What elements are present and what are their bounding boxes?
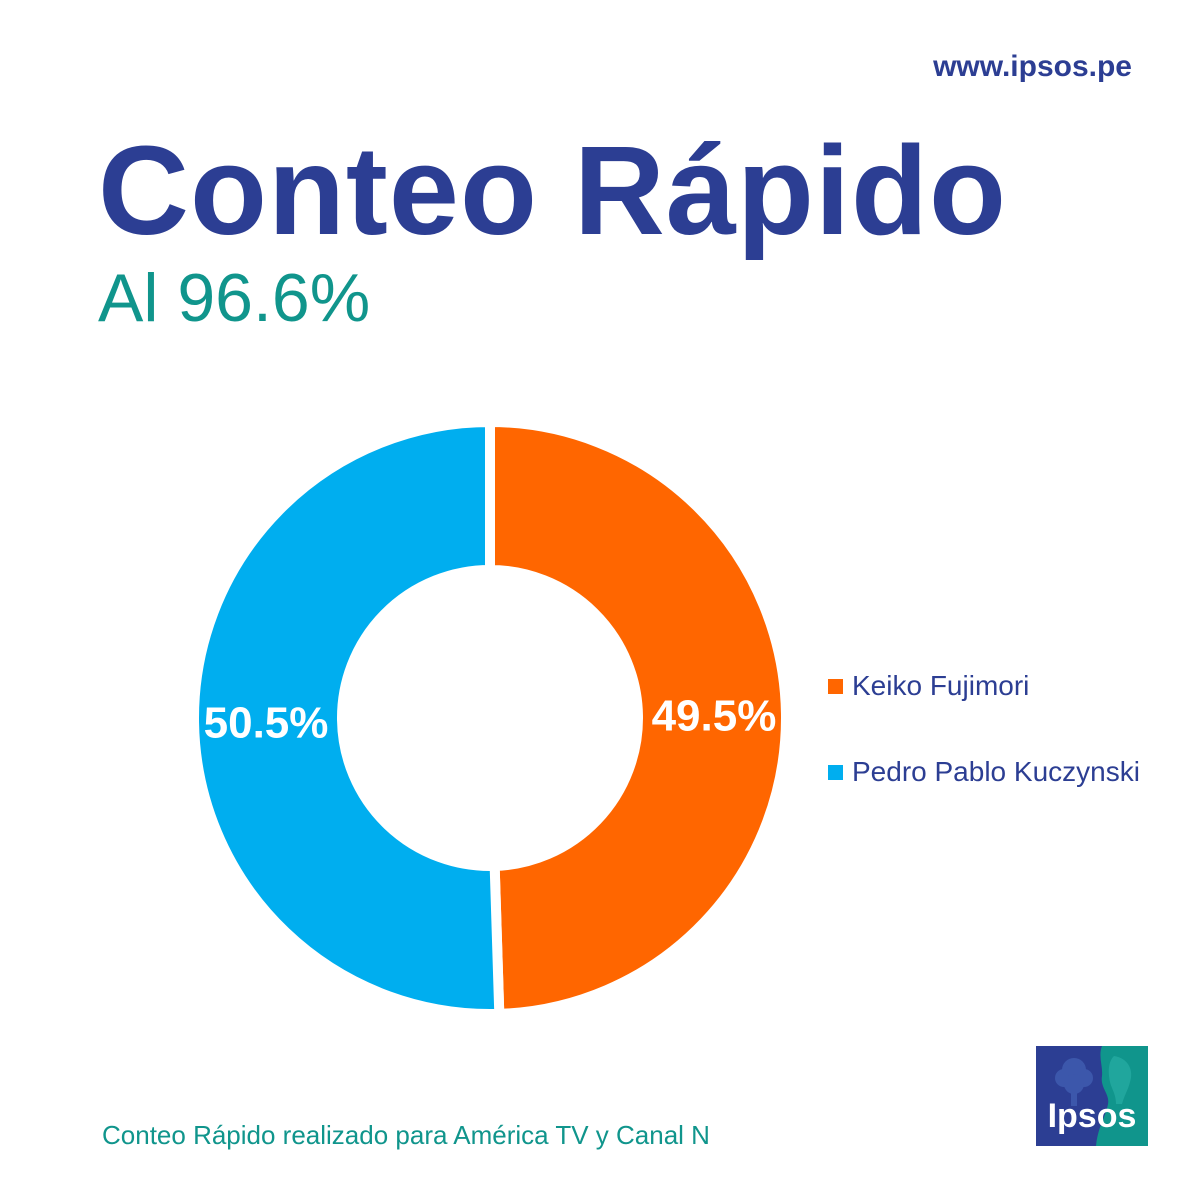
slice-keiko [485, 416, 791, 1020]
legend-label: Keiko Fujimori [852, 670, 1030, 701]
legend-item-keiko: Keiko Fujimori [828, 668, 1140, 704]
page-subtitle: Al 96.6% [98, 260, 371, 336]
slice-value-label: 49.5% [652, 691, 777, 740]
logo-text: Ipsos [1047, 1097, 1137, 1135]
chart-legend: Keiko Fujimori Pedro Pablo Kuczynski [828, 668, 1140, 840]
slice-value-label: 50.5% [204, 699, 329, 748]
ipsos-logo: Ipsos [1036, 1046, 1148, 1146]
legend-item-pedro: Pedro Pablo Kuczynski [828, 754, 1140, 790]
slice-pedro [188, 416, 505, 1019]
page-title: Conteo Rápido [98, 120, 1007, 261]
legend-label: Pedro Pablo Kuczynski [852, 756, 1140, 787]
legend-swatch [828, 678, 843, 694]
legend-swatch [828, 764, 843, 780]
tree-icon [1055, 1058, 1093, 1106]
logo-background [1036, 1046, 1148, 1146]
chart-slices [188, 416, 791, 1020]
website-url: www.ipsos.pe [933, 50, 1132, 83]
face-profile-icon [1108, 1056, 1132, 1104]
chart-labels: 49.5% 50.5% [204, 691, 777, 747]
footer-note: Conteo Rápido realizado para América TV … [102, 1120, 710, 1150]
